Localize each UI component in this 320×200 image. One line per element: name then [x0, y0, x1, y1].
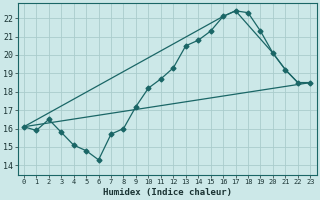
X-axis label: Humidex (Indice chaleur): Humidex (Indice chaleur) — [103, 188, 232, 197]
